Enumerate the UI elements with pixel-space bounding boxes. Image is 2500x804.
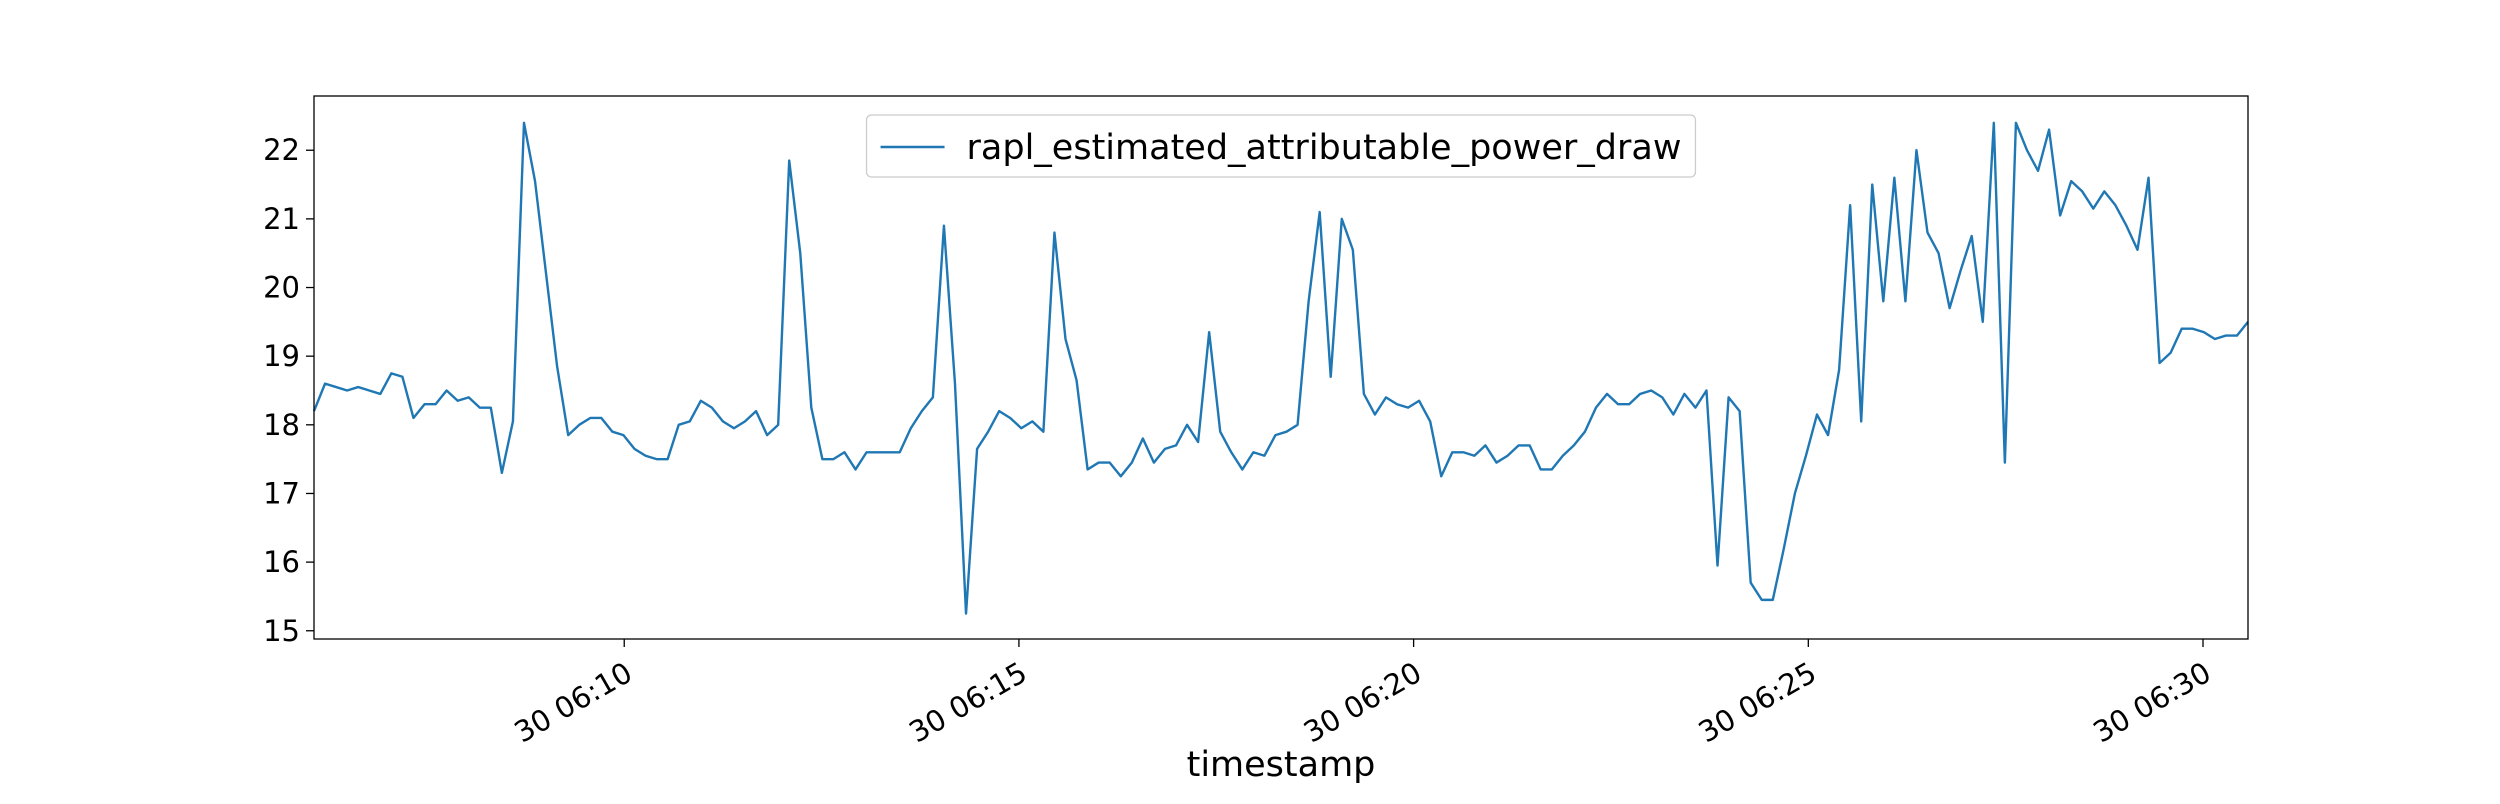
legend-box xyxy=(865,114,1697,178)
y-tick-label: 22 xyxy=(263,133,300,167)
y-tick-label: 19 xyxy=(263,339,300,373)
legend: rapl_estimated_attributable_power_draw xyxy=(865,114,1697,178)
x-tick-label: 30 06:10 xyxy=(509,655,638,749)
y-tick-label: 20 xyxy=(263,271,300,305)
y-tick-label: 17 xyxy=(263,476,300,510)
y-tick-label: 15 xyxy=(263,614,300,648)
x-tick-label: 30 06:20 xyxy=(1298,655,1427,749)
plot-frame xyxy=(313,95,2249,640)
data-line xyxy=(312,121,2249,615)
y-tick-label: 21 xyxy=(263,202,300,236)
y-tick-label: 18 xyxy=(263,408,300,442)
y-tick-label: 16 xyxy=(263,545,300,579)
x-tick-label: 30 06:25 xyxy=(1693,655,1822,749)
x-tick-label: 30 06:30 xyxy=(2087,655,2216,749)
x-tick-label: 30 06:15 xyxy=(903,655,1032,749)
x-axis-label: timestamp xyxy=(1187,745,1376,785)
legend-label: rapl_estimated_attributable_power_draw xyxy=(967,128,1682,168)
